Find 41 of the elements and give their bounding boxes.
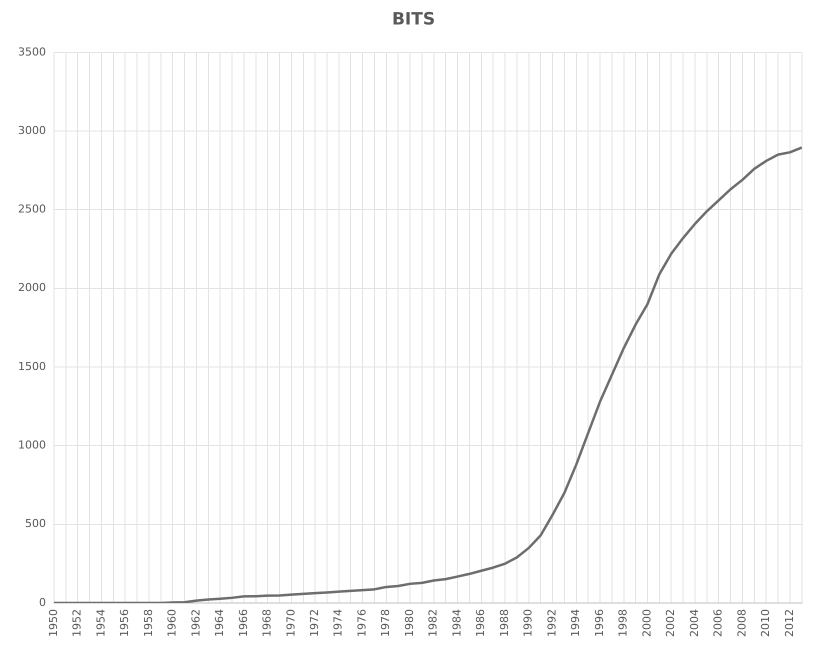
x-tick-label: 2006 bbox=[712, 609, 725, 638]
x-tick-label: 1986 bbox=[474, 609, 488, 638]
x-tick-label: 2008 bbox=[735, 609, 748, 638]
x-tick-label: 1994 bbox=[569, 609, 582, 638]
x-tick-label: 1954 bbox=[94, 609, 108, 638]
x-tick-label: 2002 bbox=[664, 609, 678, 638]
x-tick-label: 1990 bbox=[522, 609, 535, 638]
y-tick-label: 3000 bbox=[18, 124, 46, 137]
y-tick-label: 2000 bbox=[18, 281, 46, 294]
y-tick-label: 3500 bbox=[18, 45, 46, 58]
y-tick-label: 1000 bbox=[18, 438, 46, 452]
x-tick-label: 1968 bbox=[260, 609, 274, 638]
x-tick-label: 1960 bbox=[166, 609, 179, 638]
y-tick-label: 1500 bbox=[18, 360, 46, 373]
y-tick-label: 0 bbox=[38, 596, 46, 609]
x-tick-label: 1950 bbox=[46, 609, 60, 638]
x-tick-label: 1998 bbox=[616, 609, 630, 638]
y-tick-label: 2500 bbox=[18, 202, 46, 216]
chart-title: BITS bbox=[392, 10, 436, 30]
x-tick-label: 1982 bbox=[426, 609, 440, 638]
x-tick-label: 2000 bbox=[640, 609, 654, 638]
x-tick-label: 1978 bbox=[379, 609, 392, 638]
x-tick-label: 1984 bbox=[450, 609, 464, 638]
x-tick-label: 1952 bbox=[70, 609, 84, 638]
x-tick-label: 1992 bbox=[545, 609, 558, 638]
x-tick-label: 2010 bbox=[759, 609, 772, 638]
x-tick-label: 1964 bbox=[213, 609, 226, 638]
x-tick-label: 2004 bbox=[688, 609, 701, 638]
x-tick-label: 1956 bbox=[118, 609, 132, 638]
x-tick-label: 1996 bbox=[592, 609, 606, 638]
x-tick-label: 1988 bbox=[498, 609, 511, 638]
y-tick-label: 500 bbox=[24, 517, 46, 530]
x-tick-label: 1974 bbox=[332, 609, 345, 638]
x-tick-label: 2012 bbox=[782, 609, 796, 638]
x-tick-label: 1966 bbox=[236, 609, 250, 638]
x-tick-label: 1970 bbox=[284, 609, 298, 638]
x-tick-label: 1958 bbox=[142, 609, 155, 638]
x-tick-label: 1972 bbox=[308, 609, 321, 638]
x-tick-label: 1980 bbox=[402, 609, 416, 638]
x-tick-label: 1962 bbox=[189, 609, 202, 638]
x-tick-label: 1976 bbox=[355, 609, 368, 638]
